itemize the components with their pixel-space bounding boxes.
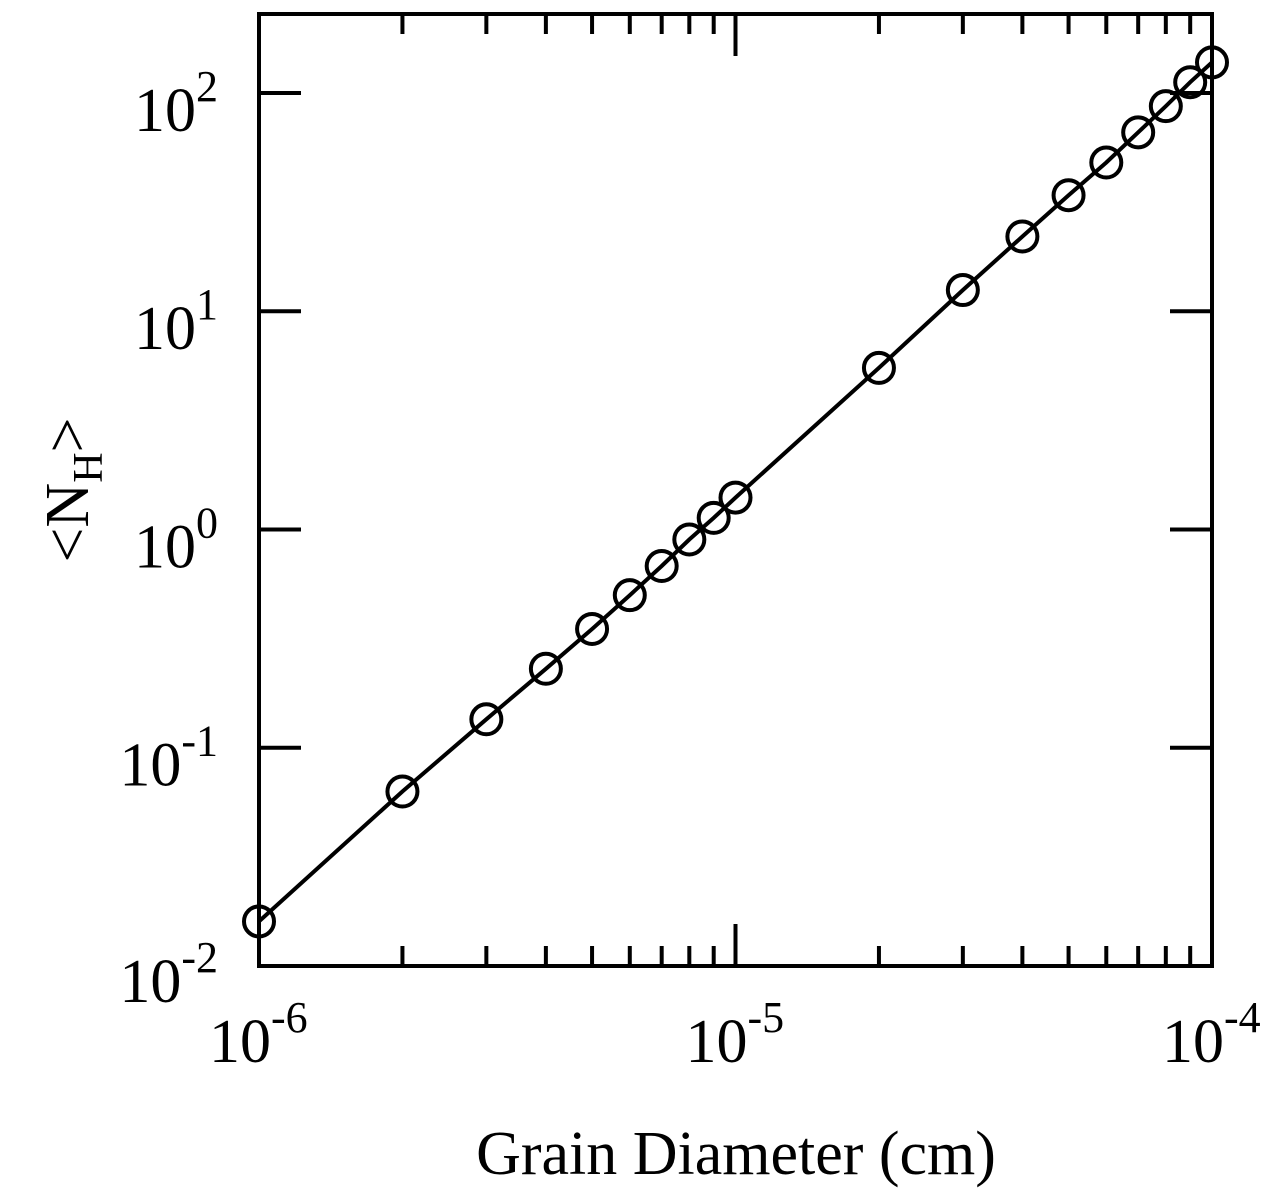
y-tick-label: 102 <box>134 62 218 145</box>
data-point <box>1051 178 1086 213</box>
data-point <box>528 651 563 686</box>
data-point <box>861 350 896 385</box>
data-point <box>385 774 420 809</box>
y-axis-label: <NH> <box>34 417 112 562</box>
data-point <box>1005 219 1040 254</box>
x-axis-label: Grain Diameter (cm) <box>476 1120 996 1188</box>
data-point <box>1173 65 1208 100</box>
data-markers <box>242 45 1229 939</box>
y-tick-label: 100 <box>134 498 218 581</box>
data-point <box>696 500 731 535</box>
y-tick-label: 10-1 <box>119 717 218 800</box>
data-point <box>718 480 753 515</box>
plot-frame <box>257 12 1214 968</box>
data-point <box>612 578 647 613</box>
y-tick-label: 10-2 <box>119 933 218 1016</box>
x-tick-label: 10-5 <box>686 993 785 1076</box>
data-point <box>1121 115 1156 150</box>
data-point <box>1148 89 1183 124</box>
data-point <box>1089 145 1124 180</box>
data-point <box>644 549 679 584</box>
data-point <box>672 522 707 557</box>
data-point <box>469 702 504 737</box>
x-tick-label: 10-4 <box>1162 993 1261 1076</box>
data-point <box>945 273 980 308</box>
x-tick-label: 10-6 <box>209 993 308 1076</box>
axis-ticks <box>257 14 1212 968</box>
y-tick-label: 101 <box>134 280 218 363</box>
data-point <box>575 611 610 646</box>
series-line <box>257 60 1214 923</box>
tick-labels: 10-6 10-5 10-4 10-2 10-1 100 101 102 <box>119 62 1260 1076</box>
